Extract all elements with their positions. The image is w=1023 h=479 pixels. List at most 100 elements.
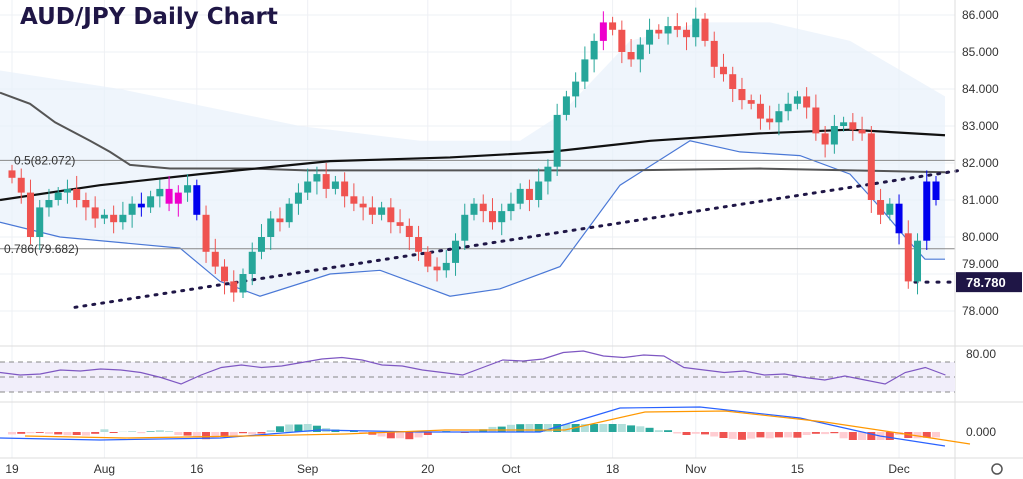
candle-body [849, 122, 857, 130]
time-tick: Nov [685, 462, 706, 476]
candle-body [433, 266, 441, 271]
candle [683, 22, 691, 51]
candle-body [313, 174, 321, 182]
last-price-badge [956, 272, 1022, 293]
macd-histogram-bar [423, 432, 432, 435]
macd-histogram-bar [885, 432, 894, 440]
macd-histogram-bar [608, 424, 617, 432]
macd-histogram-bar [756, 432, 765, 438]
candle-body [193, 185, 201, 215]
macd-histogram-bar [54, 432, 63, 435]
candle-body [729, 74, 737, 89]
candle-body [914, 240, 922, 282]
time-tick: Dec [888, 462, 909, 476]
macd-histogram-bar [155, 430, 164, 432]
candle-body [756, 103, 764, 119]
macd-histogram-bar [617, 424, 626, 432]
candle [304, 168, 312, 200]
candle-body [359, 203, 367, 208]
candle [886, 198, 894, 221]
macd-histogram-bar [636, 426, 645, 432]
macd-histogram-bar [63, 432, 72, 436]
macd-histogram-bar [821, 432, 830, 435]
chart-title: AUD/JPY Daily Chart [20, 4, 278, 30]
bollinger-band-fill [0, 22, 945, 297]
candle-body [775, 111, 783, 123]
settings-gear-icon[interactable] [991, 463, 1003, 475]
candle-body [36, 207, 44, 237]
candle [424, 246, 432, 273]
candle-body [498, 211, 506, 223]
macd-histogram-bar [525, 424, 534, 432]
candle-body [119, 214, 127, 223]
candle-body [886, 203, 894, 215]
macd-histogram-bar [414, 432, 423, 438]
candle-body [174, 192, 182, 204]
candle-body [442, 262, 450, 271]
candle-body [110, 214, 118, 223]
macd-histogram-bar [553, 424, 562, 432]
candle [350, 183, 358, 212]
candle [165, 175, 173, 212]
candle-body [128, 203, 136, 215]
candle-body [590, 40, 598, 60]
candle-body [719, 66, 727, 75]
candle [692, 7, 700, 47]
macd-histogram-bar [266, 430, 275, 432]
macd-histogram-bar [248, 432, 257, 435]
macd-histogram-bar [229, 432, 238, 436]
candle [36, 200, 44, 250]
candle-body [618, 29, 626, 52]
candle-body [932, 181, 940, 200]
macd-histogram-bar [858, 432, 867, 440]
price-tick: 83.000 [962, 119, 999, 133]
candle [341, 172, 349, 208]
candle [590, 33, 598, 73]
candle-body [923, 181, 931, 241]
macd-histogram-bar [275, 426, 284, 432]
time-tick: 16 [190, 462, 204, 476]
macd-histogram-bar [8, 432, 16, 435]
macd-histogram-bar [719, 432, 728, 438]
candle [73, 175, 81, 208]
candle [507, 192, 515, 221]
macd-histogram-bar [497, 426, 506, 432]
candle [719, 53, 727, 82]
macd-histogram-bar [747, 432, 756, 439]
macd-histogram-bar [848, 432, 857, 440]
candle-body [636, 44, 644, 60]
candle-body [858, 129, 866, 134]
rsi-axis-label: 80.00 [966, 347, 996, 361]
candle-body [156, 188, 164, 197]
candle [396, 209, 404, 234]
candle [276, 207, 284, 232]
candle [91, 196, 99, 228]
candle [470, 198, 478, 221]
macd-histogram-bar [312, 425, 321, 432]
candle [156, 179, 164, 208]
candle [257, 224, 265, 260]
ma-100-line [0, 128, 946, 202]
candle-body [304, 181, 312, 193]
candle [128, 196, 136, 228]
rsi-line [0, 350, 946, 385]
candle-body [17, 177, 25, 193]
candle [793, 90, 801, 110]
candle-body [562, 96, 570, 115]
candle-body [904, 233, 912, 282]
candle [442, 249, 450, 278]
time-tick: 18 [606, 462, 620, 476]
candle [248, 242, 256, 286]
macd-histogram-bar [211, 432, 220, 438]
macd-histogram-bar [377, 432, 386, 437]
candle-body [221, 266, 229, 282]
macd-histogram-bar [192, 432, 201, 438]
candle-body [285, 203, 293, 223]
candle [378, 201, 386, 221]
macd-histogram-bar [100, 429, 109, 432]
candle [415, 225, 423, 262]
candle-body [877, 200, 885, 215]
macd-histogram-bar [590, 424, 599, 432]
candle-body [784, 103, 792, 112]
